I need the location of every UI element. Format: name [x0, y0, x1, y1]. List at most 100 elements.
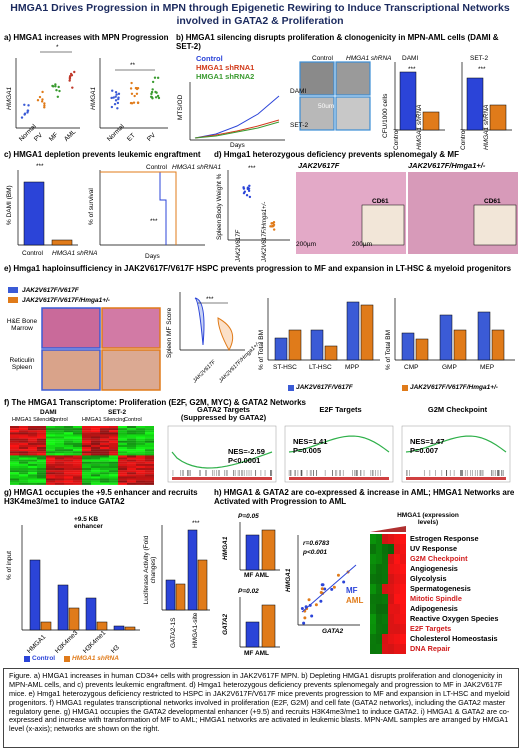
heat-cell	[127, 457, 136, 460]
heat-cell	[82, 430, 91, 433]
dot	[51, 84, 54, 88]
dot	[41, 98, 44, 101]
dot	[272, 228, 276, 231]
survival	[100, 171, 167, 245]
heat-cell	[55, 430, 64, 433]
heat-cell	[127, 438, 136, 441]
heat-cell	[73, 444, 82, 448]
axis-label: Days	[230, 142, 245, 149]
heat-cell	[127, 453, 136, 456]
heat-cell	[10, 476, 19, 479]
heat-cell	[19, 482, 28, 485]
heat-cell	[64, 480, 73, 483]
bar	[187, 529, 198, 611]
dot	[23, 112, 27, 115]
heat-cell	[145, 442, 154, 445]
heat-cell	[10, 459, 19, 462]
heat-cell	[55, 451, 64, 454]
panel-heading: f) The HMGA1 Transcriptome: Proliferatio…	[4, 398, 306, 407]
heat-cell	[28, 476, 37, 479]
axis-label: Luciferase Activity (Fold changes)	[143, 535, 158, 605]
heat-cell	[145, 453, 154, 456]
heat-cell	[145, 474, 154, 477]
heat-cell	[64, 434, 73, 437]
heat-cell	[64, 432, 73, 435]
heat-cell	[394, 584, 400, 594]
heat-cell	[136, 434, 145, 437]
heat-cell	[73, 474, 82, 477]
heat-cell	[82, 444, 91, 448]
bar	[29, 559, 41, 631]
heat-cell	[73, 476, 82, 479]
heat-cell	[28, 444, 37, 448]
heat-cell	[82, 440, 91, 443]
heat-cell	[46, 457, 55, 460]
heat-cell	[19, 478, 28, 481]
heat-cell	[37, 438, 46, 441]
heat-cell	[10, 444, 19, 448]
inset	[361, 204, 405, 246]
nes: NES=1.47	[410, 437, 445, 446]
heat-cell	[145, 459, 154, 462]
heat-cell	[19, 434, 28, 437]
heat-cell	[19, 451, 28, 454]
heat-cell	[64, 465, 73, 469]
category: ST-HSC	[273, 364, 297, 371]
heat-cell	[10, 430, 19, 433]
heat-cell	[55, 442, 64, 445]
heat-cell	[91, 449, 100, 452]
p-value: P=0.02	[238, 588, 259, 595]
sig: ***	[248, 165, 256, 172]
heat-cell	[100, 465, 109, 469]
heat-cell	[64, 451, 73, 454]
scale: 200µm	[296, 241, 317, 248]
heat-cell	[28, 482, 37, 485]
axis-label: HMGA1	[6, 86, 13, 110]
heat-cell	[55, 463, 64, 466]
dot	[114, 95, 117, 98]
dot	[130, 81, 133, 85]
pathway: Reactive Oxygen Species	[410, 614, 499, 623]
heat-cell	[10, 480, 19, 483]
heat-cell	[19, 470, 28, 473]
bar	[491, 329, 505, 361]
heat-cell	[28, 436, 37, 439]
dot	[38, 95, 42, 99]
heat-cell	[10, 478, 19, 481]
category: MPP	[345, 364, 360, 371]
dot	[70, 73, 74, 77]
heat-cell	[19, 472, 28, 475]
heat-cell	[10, 474, 19, 477]
bar	[68, 607, 80, 631]
heat-cell	[37, 440, 46, 443]
dot	[272, 221, 276, 224]
heat-cell	[370, 584, 376, 594]
dot	[114, 90, 118, 94]
heat-cell	[388, 604, 394, 614]
heat-cell	[73, 442, 82, 445]
scale: 200µm	[352, 241, 373, 248]
heat-cell	[109, 482, 118, 485]
heat-cell	[91, 440, 100, 443]
sig: ***	[150, 218, 158, 225]
legend: HMGA1 shRNA	[72, 655, 119, 662]
heat-cell	[10, 428, 19, 431]
heat-cell	[100, 463, 109, 466]
bar	[51, 239, 73, 246]
cell-line: SET-2	[108, 409, 127, 416]
micrograph	[299, 61, 335, 96]
heat-cell	[37, 444, 46, 448]
image-label: HMGA1 shRNA	[346, 55, 392, 62]
heat-cell	[91, 480, 100, 483]
bar	[401, 332, 415, 361]
heat-cell	[19, 480, 28, 483]
heat-cell	[64, 430, 73, 433]
heat-cell	[118, 430, 127, 433]
heat-cell	[394, 574, 400, 584]
heat-cell	[400, 644, 406, 654]
heat-cell	[127, 474, 136, 477]
bar	[422, 111, 440, 131]
p-value: P=0.005	[293, 446, 322, 455]
heat-cell	[100, 430, 109, 433]
heat-cell	[388, 624, 394, 634]
